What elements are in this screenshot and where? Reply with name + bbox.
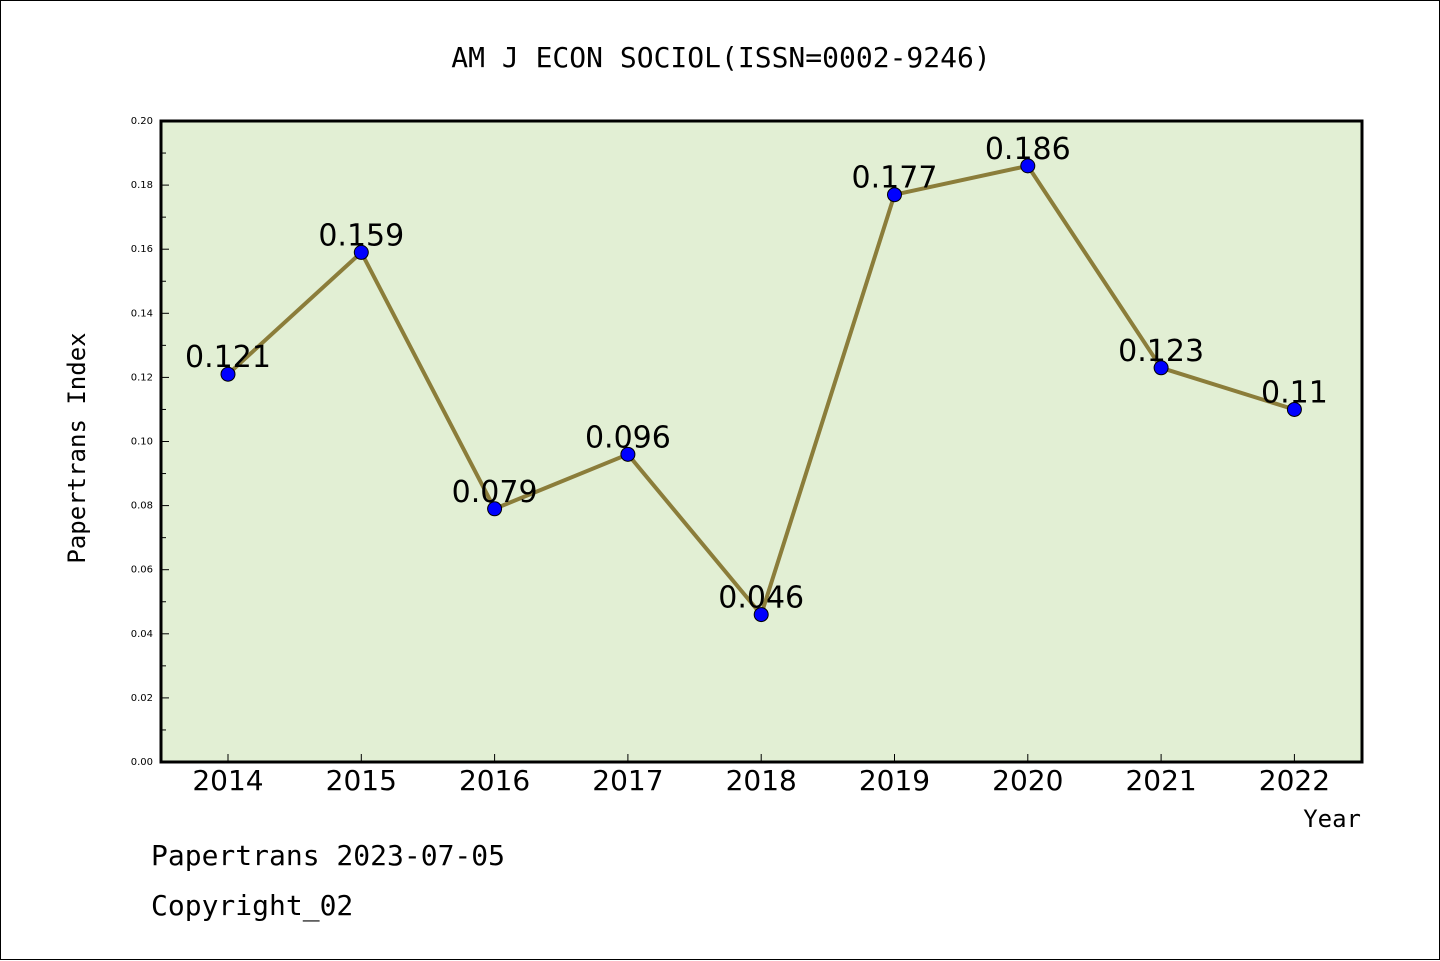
- x-tick-label: 2020: [992, 764, 1063, 797]
- footer-date: Papertrans 2023-07-05: [151, 839, 505, 872]
- series-layer: [220, 158, 1302, 623]
- x-tick-label: 2019: [859, 764, 930, 797]
- data-label: 0.096: [585, 420, 671, 455]
- plot-area: [159, 119, 1364, 764]
- y-tick-label: 0.16: [131, 244, 153, 255]
- data-label: 0.186: [985, 132, 1071, 167]
- data-label: 0.11: [1261, 375, 1328, 410]
- data-point: [1286, 401, 1302, 417]
- y-tick-label: 0.00: [131, 757, 153, 768]
- data-label: 0.159: [318, 218, 404, 253]
- x-tick-label: 2015: [326, 764, 397, 797]
- x-tick-label: 2022: [1259, 764, 1330, 797]
- x-tick-label: 2018: [726, 764, 797, 797]
- footer-copyright: Copyright_02: [151, 889, 353, 923]
- data-label: 0.123: [1118, 334, 1204, 369]
- y-tick-label: 0.18: [131, 180, 153, 191]
- data-point: [753, 607, 769, 623]
- y-tick-label: 0.12: [131, 372, 153, 383]
- y-tick-label: 0.14: [131, 308, 153, 319]
- data-point: [220, 366, 236, 382]
- y-tick-label: 0.10: [131, 437, 153, 448]
- data-point: [887, 187, 902, 203]
- y-axis-ticks: 0.00 0.02 0.04 0.06 0.08 0.10 0.12 0.14 0.16 0.18…: [131, 116, 169, 768]
- y-tick-label: 0.20: [131, 116, 153, 127]
- data-point: [487, 501, 503, 517]
- x-tick-label: 2017: [592, 764, 663, 797]
- x-axis-ticks: 2014 2015 2016 2017 2018 2019 2020 2021 2022: [192, 754, 1330, 797]
- data-point: [353, 244, 369, 260]
- data-label: 0.079: [452, 475, 538, 510]
- x-tick-label: 2016: [459, 764, 530, 797]
- data-point: [1153, 360, 1169, 376]
- data-label: 0.177: [852, 161, 938, 196]
- x-axis-label: Year: [1303, 805, 1361, 833]
- data-labels-layer: 0.121 0.159 0.079 0.096 0.046 0.177 0.186 0.123…: [185, 132, 1328, 616]
- x-tick-label: 2014: [192, 764, 263, 797]
- y-tick-label: 0.04: [131, 629, 153, 640]
- data-point: [1020, 158, 1036, 174]
- y-tick-label: 0.02: [131, 693, 153, 704]
- data-label: 0.046: [718, 581, 804, 616]
- y-tick-label: 0.06: [131, 565, 153, 576]
- y-tick-label: 0.08: [131, 501, 153, 512]
- x-tick-label: 2021: [1125, 764, 1196, 797]
- chart-title: AM J ECON SOCIOL(ISSN=0002-9246): [451, 41, 990, 74]
- y-axis-label: Papertrans Index: [63, 332, 91, 563]
- data-point: [620, 446, 636, 462]
- data-label: 0.121: [185, 340, 271, 375]
